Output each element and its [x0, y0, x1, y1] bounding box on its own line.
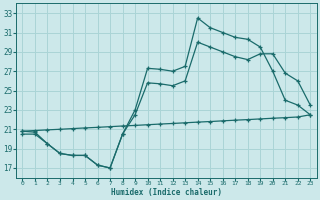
X-axis label: Humidex (Indice chaleur): Humidex (Indice chaleur) [111, 188, 222, 197]
